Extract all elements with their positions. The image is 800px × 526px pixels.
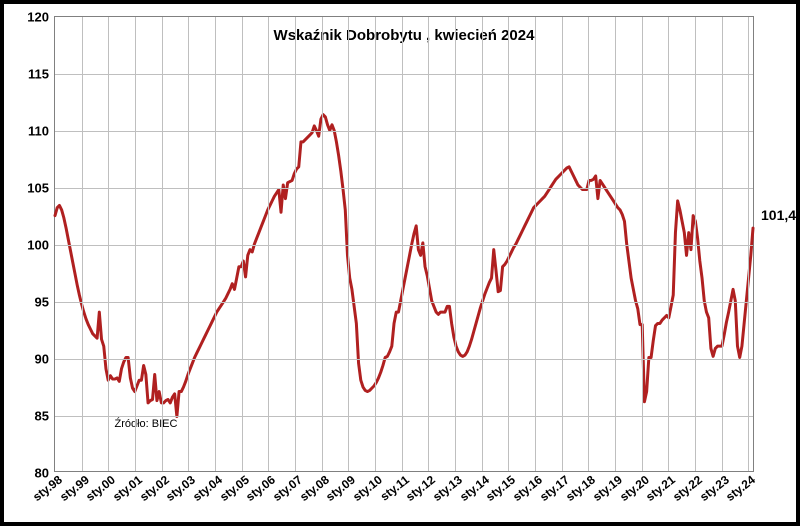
gridline-horizontal (55, 74, 753, 75)
chart-container: Wskaźnik Dobrobytu , kwiecień 2024 Źródł… (0, 0, 800, 526)
gridline-horizontal (55, 416, 753, 417)
gridline-vertical (135, 17, 136, 471)
gridline-vertical (482, 17, 483, 471)
gridline-vertical (722, 17, 723, 471)
y-axis-tick-label: 105 (27, 181, 55, 196)
x-axis-tick-label: sty.24 (722, 471, 758, 504)
gridline-vertical (455, 17, 456, 471)
gridline-vertical (642, 17, 643, 471)
y-axis-tick-label: 110 (28, 124, 55, 139)
gridline-vertical (375, 17, 376, 471)
gridline-vertical (322, 17, 323, 471)
y-axis-tick-label: 85 (35, 409, 55, 424)
y-axis-tick-label: 90 (35, 352, 55, 367)
gridline-vertical (695, 17, 696, 471)
gridline-horizontal (55, 359, 753, 360)
gridline-horizontal (55, 302, 753, 303)
gridline-vertical (268, 17, 269, 471)
gridline-vertical (162, 17, 163, 471)
series-line (55, 115, 753, 417)
gridline-vertical (508, 17, 509, 471)
gridline-vertical (562, 17, 563, 471)
gridline-vertical (348, 17, 349, 471)
plot-area: Wskaźnik Dobrobytu , kwiecień 2024 Źródł… (54, 16, 754, 472)
gridline-vertical (402, 17, 403, 471)
y-axis-tick-label: 100 (27, 238, 55, 253)
gridline-horizontal (55, 188, 753, 189)
gridline-vertical (82, 17, 83, 471)
gridline-vertical (668, 17, 669, 471)
gridline-vertical (215, 17, 216, 471)
gridline-vertical (588, 17, 589, 471)
y-axis-tick-label: 115 (28, 67, 55, 82)
y-axis-tick-label: 120 (27, 10, 55, 25)
gridline-vertical (242, 17, 243, 471)
gridline-vertical (295, 17, 296, 471)
y-axis-tick-label: 95 (35, 295, 55, 310)
gridline-horizontal (55, 131, 753, 132)
gridline-vertical (428, 17, 429, 471)
gridline-vertical (188, 17, 189, 471)
gridline-vertical (108, 17, 109, 471)
gridline-horizontal (55, 245, 753, 246)
end-value-label: 101,4 (761, 207, 796, 223)
gridline-vertical (535, 17, 536, 471)
chart-source: Źródło: BIEC (115, 418, 178, 430)
gridline-vertical (748, 17, 749, 471)
gridline-vertical (615, 17, 616, 471)
line-series (55, 17, 753, 471)
